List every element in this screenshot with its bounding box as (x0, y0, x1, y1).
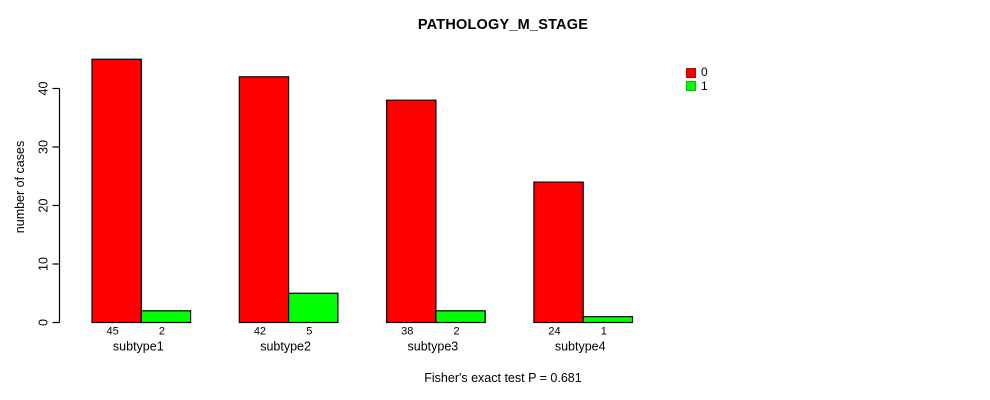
y-tick-label: 10 (37, 257, 51, 271)
bar-subtype4-series-1 (582, 316, 634, 324)
bar-subtype1-series-1 (140, 310, 192, 324)
bar-subtype3-series-1 (435, 310, 486, 324)
legend-swatch-1 (686, 81, 696, 92)
x-category-label-subtype1: subtype1 (113, 340, 164, 354)
chart-title: PATHOLOGY_M_STAGE (417, 17, 589, 33)
bar-subtype2-series-1 (288, 292, 339, 324)
bar-value-label-subtype4-series-0: 24 (548, 326, 560, 338)
bar-value-label-subtype2-series-1: 5 (306, 326, 312, 338)
bar-value-label-subtype3-series-0: 38 (401, 326, 413, 338)
bar-subtype3-series-0 (386, 99, 437, 324)
legend-entry-0: 0 (686, 65, 708, 80)
bar-value-label-subtype1-series-0: 45 (107, 326, 119, 338)
y-tick-label: 0 (37, 319, 51, 326)
y-tick-label: 40 (37, 82, 51, 96)
bar-value-label-subtype2-series-0: 42 (254, 326, 266, 338)
x-category-label-subtype3: subtype3 (408, 340, 459, 354)
x-category-label-subtype2: subtype2 (260, 340, 311, 354)
legend-label-1: 1 (701, 78, 708, 93)
bar-value-label-subtype1-series-1: 2 (159, 326, 165, 338)
legend-label-0: 0 (701, 65, 708, 79)
x-category-label-subtype4: subtype4 (555, 340, 606, 354)
bar-value-label-subtype3-series-1: 2 (453, 326, 459, 338)
legend-swatch-0 (686, 67, 696, 78)
bar-value-label-subtype4-series-1: 1 (601, 326, 607, 338)
y-tick-label: 20 (37, 199, 51, 213)
fisher-test-annotation: Fisher's exact test P = 0.681 (424, 371, 582, 385)
bar-subtype2-series-0 (238, 76, 290, 324)
y-tick-label: 30 (37, 140, 51, 154)
bar-subtype1-series-0 (91, 58, 142, 324)
bar-subtype4-series-0 (533, 181, 584, 324)
legend-entry-1: 1 (686, 78, 708, 94)
